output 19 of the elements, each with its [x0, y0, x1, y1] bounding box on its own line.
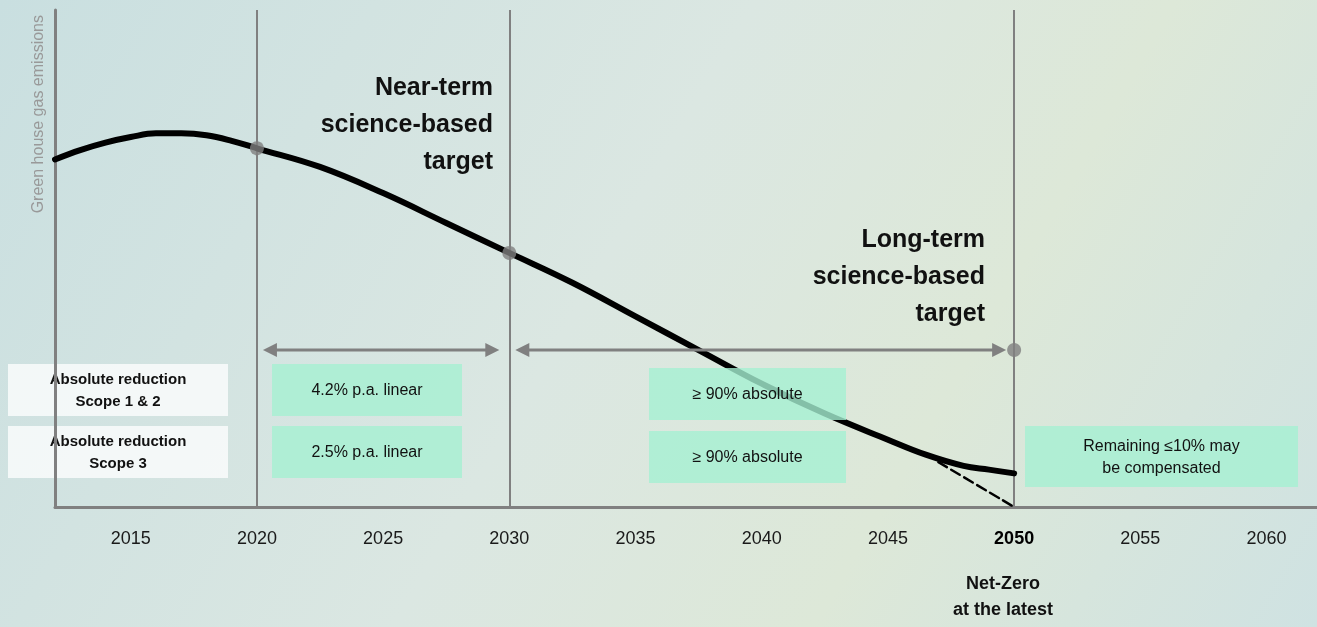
x-tick-label: 2060 [1246, 528, 1287, 548]
x-tick-label: 2045 [867, 528, 908, 548]
x-tick-label: 2020 [236, 528, 277, 548]
note-box: ≥ 90% absolute [649, 431, 846, 483]
x-tick-label: 2015 [110, 528, 151, 548]
annotation: Long-term science-based target [811, 223, 985, 328]
note-box: ≥ 90% absolute [649, 368, 846, 420]
x-tick-label: 2055 [1120, 528, 1161, 548]
x-tick-label: 2050 [994, 528, 1035, 548]
note-box: 2.5% p.a. linear [272, 426, 462, 478]
x-tick-label: 2035 [615, 528, 656, 548]
note-box: 4.2% p.a. linear [272, 364, 462, 416]
x-tick-label: 2040 [741, 528, 782, 548]
x-tick-label: 2025 [363, 528, 404, 548]
x-tick-label: 2030 [489, 528, 530, 548]
note-box: Remaining ≤10% may be compensated [1025, 426, 1298, 487]
annotation: Near-term science-based target [319, 71, 493, 176]
text: Net-Zero at the latest [952, 572, 1054, 621]
y-axis-title: Green house gas emissions [28, 15, 46, 214]
